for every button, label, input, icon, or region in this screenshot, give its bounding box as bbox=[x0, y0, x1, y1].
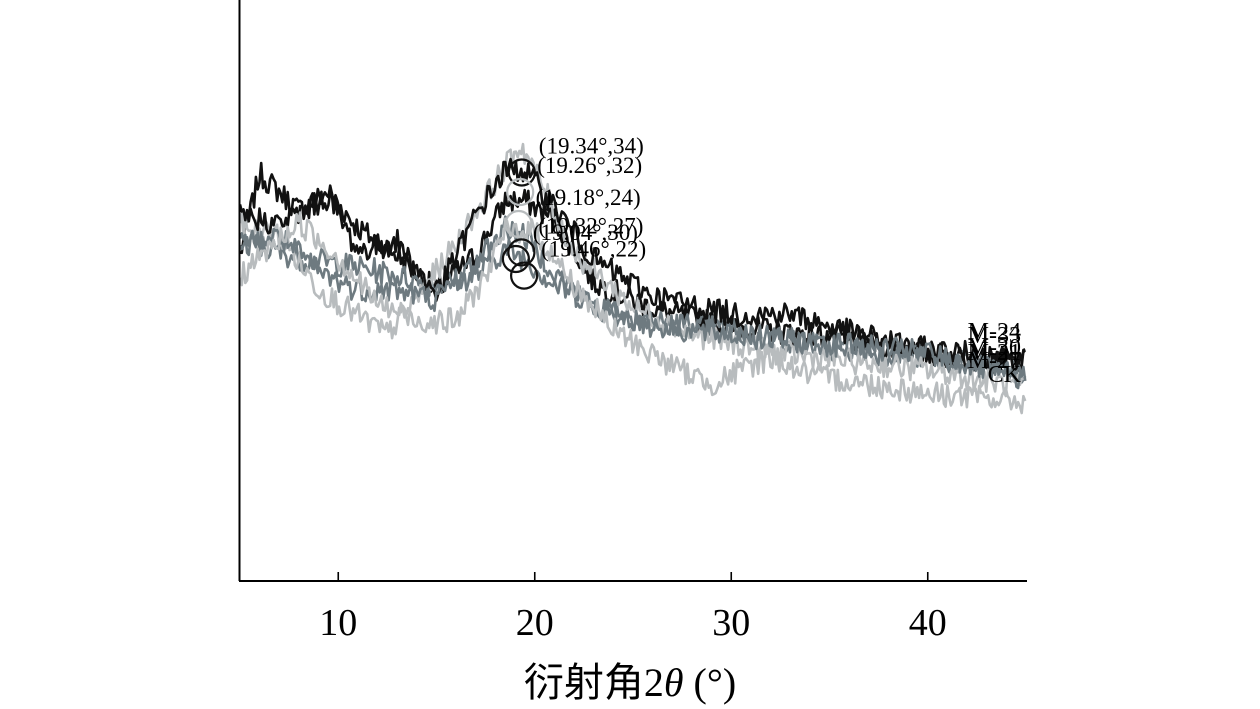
x-tick-label-30: 30 bbox=[712, 602, 750, 644]
series-line-m-24 bbox=[238, 157, 1026, 372]
series-label-m-21: M-21 bbox=[968, 340, 1021, 366]
x-tick-layer: 10 20 30 40 bbox=[319, 572, 947, 644]
x-axis-title-prefix: 衍射角2 bbox=[524, 660, 664, 705]
series-label-m-33: M-33 bbox=[968, 323, 1021, 349]
series-layer bbox=[238, 142, 1027, 415]
peak-marker-m-21 bbox=[507, 238, 536, 267]
series-label-m-24: M-24 bbox=[968, 319, 1021, 345]
series-label-m-27: M-27 bbox=[968, 348, 1021, 374]
x-tick-label-40: 40 bbox=[909, 602, 947, 644]
x-tick-label-10: 10 bbox=[319, 602, 357, 644]
x-axis-title-symbol: θ bbox=[664, 660, 684, 705]
peak-annotation-m-21: (19.32°,27) bbox=[538, 213, 643, 238]
annotation-layer: (19.18°,24) M-33 (19.46°,22) M-30 (19.34°,34… bbox=[501, 134, 1022, 388]
peak-annotation-m-24: (19.26°,32) bbox=[537, 153, 642, 178]
series-line-m-27 bbox=[238, 142, 1026, 398]
peak-annotation-m-33: (19.18°,24) bbox=[536, 185, 641, 210]
x-axis-title-suffix: (°) bbox=[684, 660, 737, 705]
peak-marker-m-24 bbox=[506, 177, 535, 207]
peak-marker-m-27 bbox=[507, 158, 536, 187]
x-axis-title: 衍射角2θ (°) bbox=[524, 660, 736, 705]
series-label-ck: CK bbox=[988, 362, 1022, 388]
peak-marker-m-30 bbox=[509, 261, 539, 290]
peak-annotation-m-27: (19.34°,34) bbox=[539, 134, 644, 159]
series-line-ck bbox=[238, 211, 1027, 415]
peak-marker-m-33 bbox=[504, 209, 533, 239]
peak-marker-ck bbox=[501, 244, 531, 274]
x-tick-label-20: 20 bbox=[516, 602, 554, 644]
series-label-m-30: M-30 bbox=[968, 335, 1021, 361]
peak-annotation-m-30: (19.46°,22) bbox=[541, 237, 646, 262]
peak-annotation-ck: (19.04°,30) bbox=[533, 220, 638, 245]
